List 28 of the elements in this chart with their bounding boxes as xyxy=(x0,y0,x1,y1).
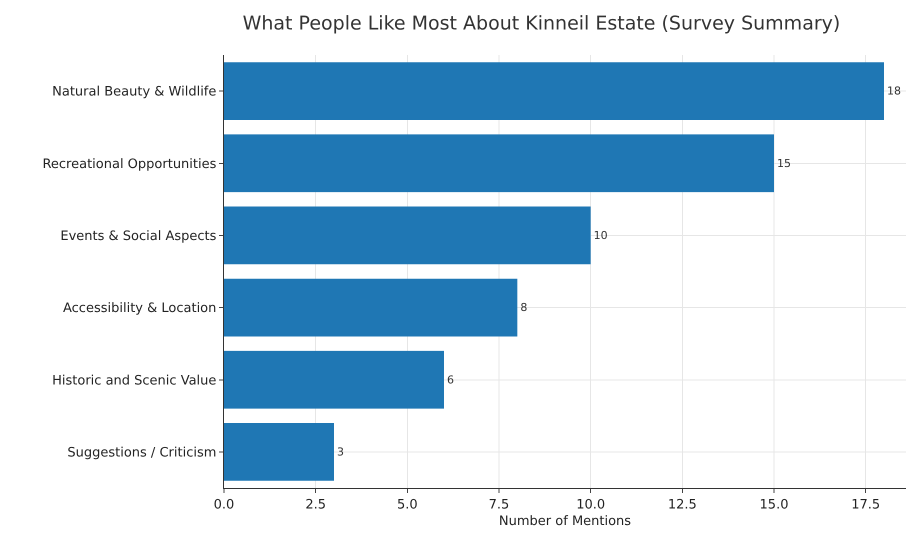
x-tick-label: 0.0 xyxy=(214,498,234,513)
data-label: 15 xyxy=(777,156,791,170)
x-tick-label: 15.0 xyxy=(760,498,788,513)
data-label: 3 xyxy=(337,445,344,458)
x-axis-title: Number of Mentions xyxy=(498,514,632,530)
bar xyxy=(224,206,591,264)
data-label: 6 xyxy=(447,373,454,386)
data-label: 18 xyxy=(887,84,901,98)
bar xyxy=(224,134,774,192)
data-label: 10 xyxy=(594,228,608,242)
data-label: 8 xyxy=(520,301,528,314)
x-tick-label: 5.0 xyxy=(396,498,418,513)
bar xyxy=(224,62,884,120)
y-tick-label: Historic and Scenic Value xyxy=(52,373,216,388)
y-tick-label: Natural Beauty & Wildlife xyxy=(52,84,216,100)
bar xyxy=(224,423,334,481)
x-tick-label: 10.0 xyxy=(576,498,606,513)
y-tick-label: Suggestions / Criticism xyxy=(67,445,216,460)
x-tick-label: 2.5 xyxy=(305,498,326,513)
y-tick-label: Events & Social Aspects xyxy=(60,228,217,244)
x-tick-label: 7.5 xyxy=(488,498,510,513)
y-tick-label: Recreational Opportunities xyxy=(42,156,217,172)
bar xyxy=(224,350,444,409)
bar xyxy=(224,278,518,336)
chart-title: What People Like Most About Kinneil Estate (Survey Summary) xyxy=(242,12,840,35)
y-tick-label: Accessibility & Location xyxy=(63,301,216,316)
x-tick-label: 12.5 xyxy=(668,498,697,513)
x-tick-label: 17.5 xyxy=(851,498,880,513)
